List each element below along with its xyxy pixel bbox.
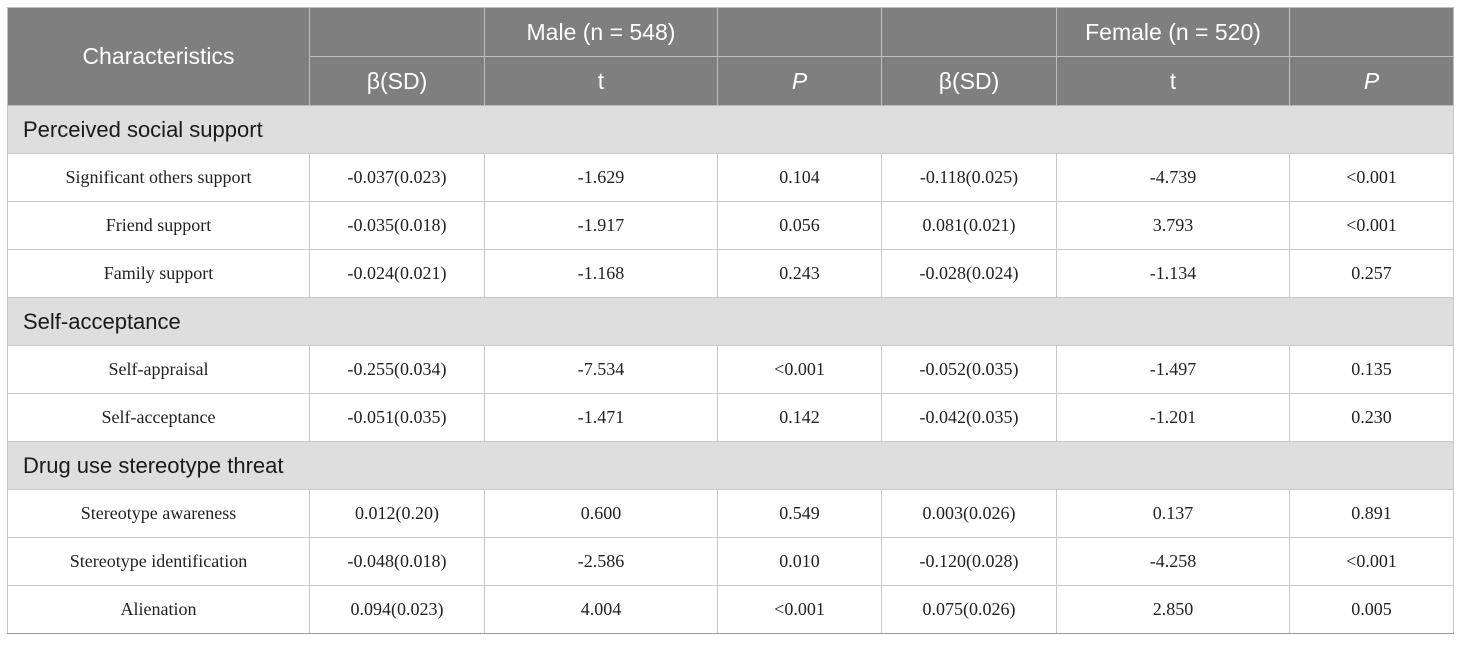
female-p-cell: 0.135: [1289, 345, 1454, 394]
header-female-p-label: P: [1363, 67, 1380, 94]
male-beta-cell: -0.255(0.034): [309, 345, 485, 394]
row-label: Friend support: [7, 201, 310, 250]
male-t-cell: -1.168: [484, 249, 718, 298]
female-beta-cell: 0.075(0.026): [881, 585, 1057, 634]
row-label: Self-acceptance: [7, 393, 310, 442]
header-female-t: t: [1056, 56, 1290, 106]
male-beta-cell: 0.012(0.20): [309, 489, 485, 538]
table-row: Friend support -0.035(0.018) -1.917 0.05…: [7, 201, 1454, 250]
male-p-cell: <0.001: [717, 585, 882, 634]
female-beta-cell: -0.118(0.025): [881, 153, 1057, 202]
section-title: Drug use stereotype threat: [7, 441, 1454, 490]
table-row: Stereotype identification -0.048(0.018) …: [7, 537, 1454, 586]
male-t-cell: -1.629: [484, 153, 718, 202]
table-row: Self-appraisal -0.255(0.034) -7.534 <0.0…: [7, 345, 1454, 394]
table-row: Alienation 0.094(0.023) 4.004 <0.001 0.0…: [7, 585, 1454, 634]
male-p-cell: <0.001: [717, 345, 882, 394]
female-p-cell: <0.001: [1289, 153, 1454, 202]
male-p-cell: 0.056: [717, 201, 882, 250]
female-p-cell: 0.005: [1289, 585, 1454, 634]
female-p-cell: <0.001: [1289, 201, 1454, 250]
male-p-cell: 0.104: [717, 153, 882, 202]
row-label: Alienation: [7, 585, 310, 634]
female-t-cell: 2.850: [1056, 585, 1290, 634]
female-t-cell: -4.258: [1056, 537, 1290, 586]
table-header: Characteristics Male (n = 548) Female (n…: [7, 7, 1454, 106]
row-label: Stereotype awareness: [7, 489, 310, 538]
male-t-cell: -2.586: [484, 537, 718, 586]
female-t-cell: -4.739: [1056, 153, 1290, 202]
female-beta-cell: -0.028(0.024): [881, 249, 1057, 298]
male-beta-cell: -0.024(0.021): [309, 249, 485, 298]
section-title: Self-acceptance: [7, 297, 1454, 346]
row-label: Self-appraisal: [7, 345, 310, 394]
female-p-cell: <0.001: [1289, 537, 1454, 586]
header-male-p: P: [717, 56, 882, 106]
female-t-cell: 3.793: [1056, 201, 1290, 250]
male-beta-cell: -0.037(0.023): [309, 153, 485, 202]
male-t-cell: 4.004: [484, 585, 718, 634]
female-p-cell: 0.257: [1289, 249, 1454, 298]
male-p-cell: 0.549: [717, 489, 882, 538]
male-t-cell: 0.600: [484, 489, 718, 538]
female-beta-cell: 0.081(0.021): [881, 201, 1057, 250]
female-t-cell: -1.201: [1056, 393, 1290, 442]
male-p-cell: 0.010: [717, 537, 882, 586]
results-table-container: Characteristics Male (n = 548) Female (n…: [7, 7, 1454, 634]
section-row: Perceived social support: [7, 105, 1454, 154]
male-p-cell: 0.243: [717, 249, 882, 298]
male-p-cell: 0.142: [717, 393, 882, 442]
table-row: Stereotype awareness 0.012(0.20) 0.600 0…: [7, 489, 1454, 538]
header-male-t: t: [484, 56, 718, 106]
row-label: Stereotype identification: [7, 537, 310, 586]
header-female-p: P: [1289, 56, 1454, 106]
header-male-group: Male (n = 548): [484, 7, 718, 57]
header-male-beta: β(SD): [309, 56, 485, 106]
header-male-spacer-left: [309, 7, 485, 57]
header-male-p-label: P: [791, 67, 808, 94]
female-t-cell: 0.137: [1056, 489, 1290, 538]
header-characteristics: Characteristics: [7, 7, 310, 106]
table-row: Family support -0.024(0.021) -1.168 0.24…: [7, 249, 1454, 298]
table-row: Self-acceptance -0.051(0.035) -1.471 0.1…: [7, 393, 1454, 442]
male-beta-cell: -0.051(0.035): [309, 393, 485, 442]
table-row: Significant others support -0.037(0.023)…: [7, 153, 1454, 202]
male-t-cell: -7.534: [484, 345, 718, 394]
section-title: Perceived social support: [7, 105, 1454, 154]
row-label: Family support: [7, 249, 310, 298]
female-p-cell: 0.230: [1289, 393, 1454, 442]
row-label: Significant others support: [7, 153, 310, 202]
header-row-columns: β(SD) t P β(SD) t P: [8, 56, 1454, 106]
header-female-beta: β(SD): [881, 56, 1057, 106]
section-row: Self-acceptance: [7, 297, 1454, 346]
female-beta-cell: -0.052(0.035): [881, 345, 1057, 394]
header-female-spacer-right: [1289, 7, 1454, 57]
table-body: Perceived social support Significant oth…: [7, 105, 1454, 634]
male-t-cell: -1.917: [484, 201, 718, 250]
female-beta-cell: -0.042(0.035): [881, 393, 1057, 442]
female-beta-cell: 0.003(0.026): [881, 489, 1057, 538]
female-p-cell: 0.891: [1289, 489, 1454, 538]
male-beta-cell: -0.035(0.018): [309, 201, 485, 250]
male-beta-cell: -0.048(0.018): [309, 537, 485, 586]
header-female-spacer-left: [881, 7, 1057, 57]
female-t-cell: -1.134: [1056, 249, 1290, 298]
regression-results-table: Characteristics Male (n = 548) Female (n…: [7, 7, 1454, 634]
female-beta-cell: -0.120(0.028): [881, 537, 1057, 586]
male-t-cell: -1.471: [484, 393, 718, 442]
section-row: Drug use stereotype threat: [7, 441, 1454, 490]
header-male-spacer-right: [717, 7, 882, 57]
male-beta-cell: 0.094(0.023): [309, 585, 485, 634]
header-row-groups: Characteristics Male (n = 548) Female (n…: [7, 7, 1454, 106]
header-female-group: Female (n = 520): [1056, 7, 1290, 57]
female-t-cell: -1.497: [1056, 345, 1290, 394]
